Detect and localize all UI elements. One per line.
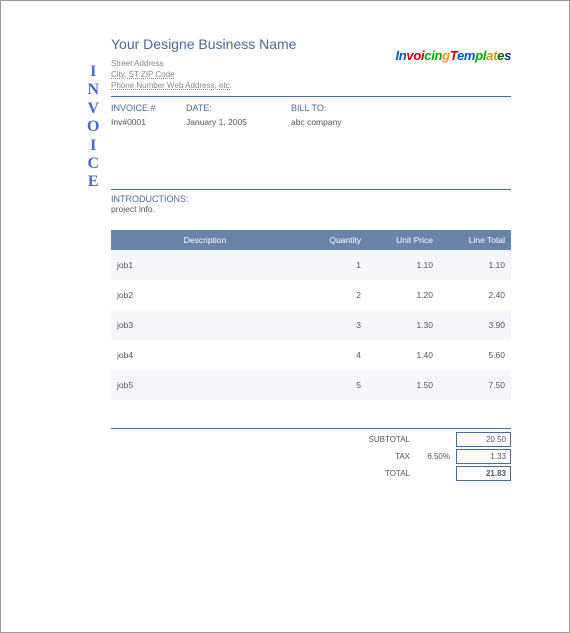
cell-quantity: 2	[299, 280, 367, 310]
table-row: job221.202.40	[111, 280, 511, 310]
divider-mid	[111, 189, 511, 190]
col-unit-price: Unit Price	[367, 230, 439, 250]
tax-label: TAX	[356, 452, 416, 461]
tax-rate: 6.50%	[416, 452, 456, 461]
table-blank-row	[111, 400, 511, 426]
invoicing-templates-logo: InvoicingTemplates	[395, 48, 511, 63]
contact-line: Phone Number Web Address, etc.	[111, 80, 511, 91]
cell-description: job2	[111, 280, 299, 310]
line-items-table: Description Quantity Unit Price Line Tot…	[111, 230, 511, 426]
cell-description: job1	[111, 250, 299, 280]
tax-value: 1.33	[456, 449, 511, 464]
col-line-total: Line Total	[439, 230, 511, 250]
invoice-meta: INVOICE # Inv#0001 DATE: January 1, 2005…	[111, 103, 511, 127]
introductions-value: project info.	[111, 204, 511, 214]
cell-line-total: 1.10	[439, 250, 511, 280]
subtotal-row: SUBTOTAL 20.50	[111, 431, 511, 448]
total-row: TOTAL 21.83	[111, 465, 511, 482]
bill-to-value: abc company	[291, 117, 411, 127]
tax-row: TAX 6.50% 1.33	[111, 448, 511, 465]
cell-description: job3	[111, 310, 299, 340]
invoice-page: Your Designe Business Name Street Addres…	[111, 36, 511, 482]
subtotal-value: 20.50	[456, 432, 511, 447]
cell-unit-price: 1.10	[367, 250, 439, 280]
invoice-number-label: INVOICE #	[111, 103, 186, 113]
table-row: job331.303.90	[111, 310, 511, 340]
col-description: Description	[111, 230, 299, 250]
cell-line-total: 2.40	[439, 280, 511, 310]
cell-quantity: 3	[299, 310, 367, 340]
cell-quantity: 1	[299, 250, 367, 280]
cell-line-total: 5.60	[439, 340, 511, 370]
cell-line-total: 7.50	[439, 370, 511, 400]
city-line: City, ST ZIP Code	[111, 69, 511, 80]
cell-unit-price: 1.50	[367, 370, 439, 400]
divider-top	[111, 96, 511, 97]
subtotal-label: SUBTOTAL	[356, 435, 416, 444]
divider-bottom	[111, 428, 511, 429]
cell-unit-price: 1.40	[367, 340, 439, 370]
table-row: job551.507.50	[111, 370, 511, 400]
introductions-label: INTRODUCTIONS:	[111, 194, 511, 204]
cell-unit-price: 1.20	[367, 280, 439, 310]
date-label: DATE:	[186, 103, 291, 113]
business-address: Street Address City, ST ZIP Code Phone N…	[111, 58, 511, 92]
cell-line-total: 3.90	[439, 310, 511, 340]
total-label: TOTAL	[356, 469, 416, 478]
vertical-invoice-label: INVOICE	[87, 63, 100, 192]
cell-unit-price: 1.30	[367, 310, 439, 340]
total-value: 21.83	[456, 466, 511, 481]
col-quantity: Quantity	[299, 230, 367, 250]
cell-description: job5	[111, 370, 299, 400]
table-header-row: Description Quantity Unit Price Line Tot…	[111, 230, 511, 250]
cell-description: job4	[111, 340, 299, 370]
cell-quantity: 5	[299, 370, 367, 400]
table-row: job441.405.60	[111, 340, 511, 370]
totals-block: SUBTOTAL 20.50 TAX 6.50% 1.33 TOTAL 21.8…	[111, 431, 511, 482]
table-row: job111.101.10	[111, 250, 511, 280]
date-value: January 1, 2005	[186, 117, 291, 127]
bill-to-label: BILL TO:	[291, 103, 411, 113]
invoice-number-value: Inv#0001	[111, 117, 186, 127]
cell-quantity: 4	[299, 340, 367, 370]
